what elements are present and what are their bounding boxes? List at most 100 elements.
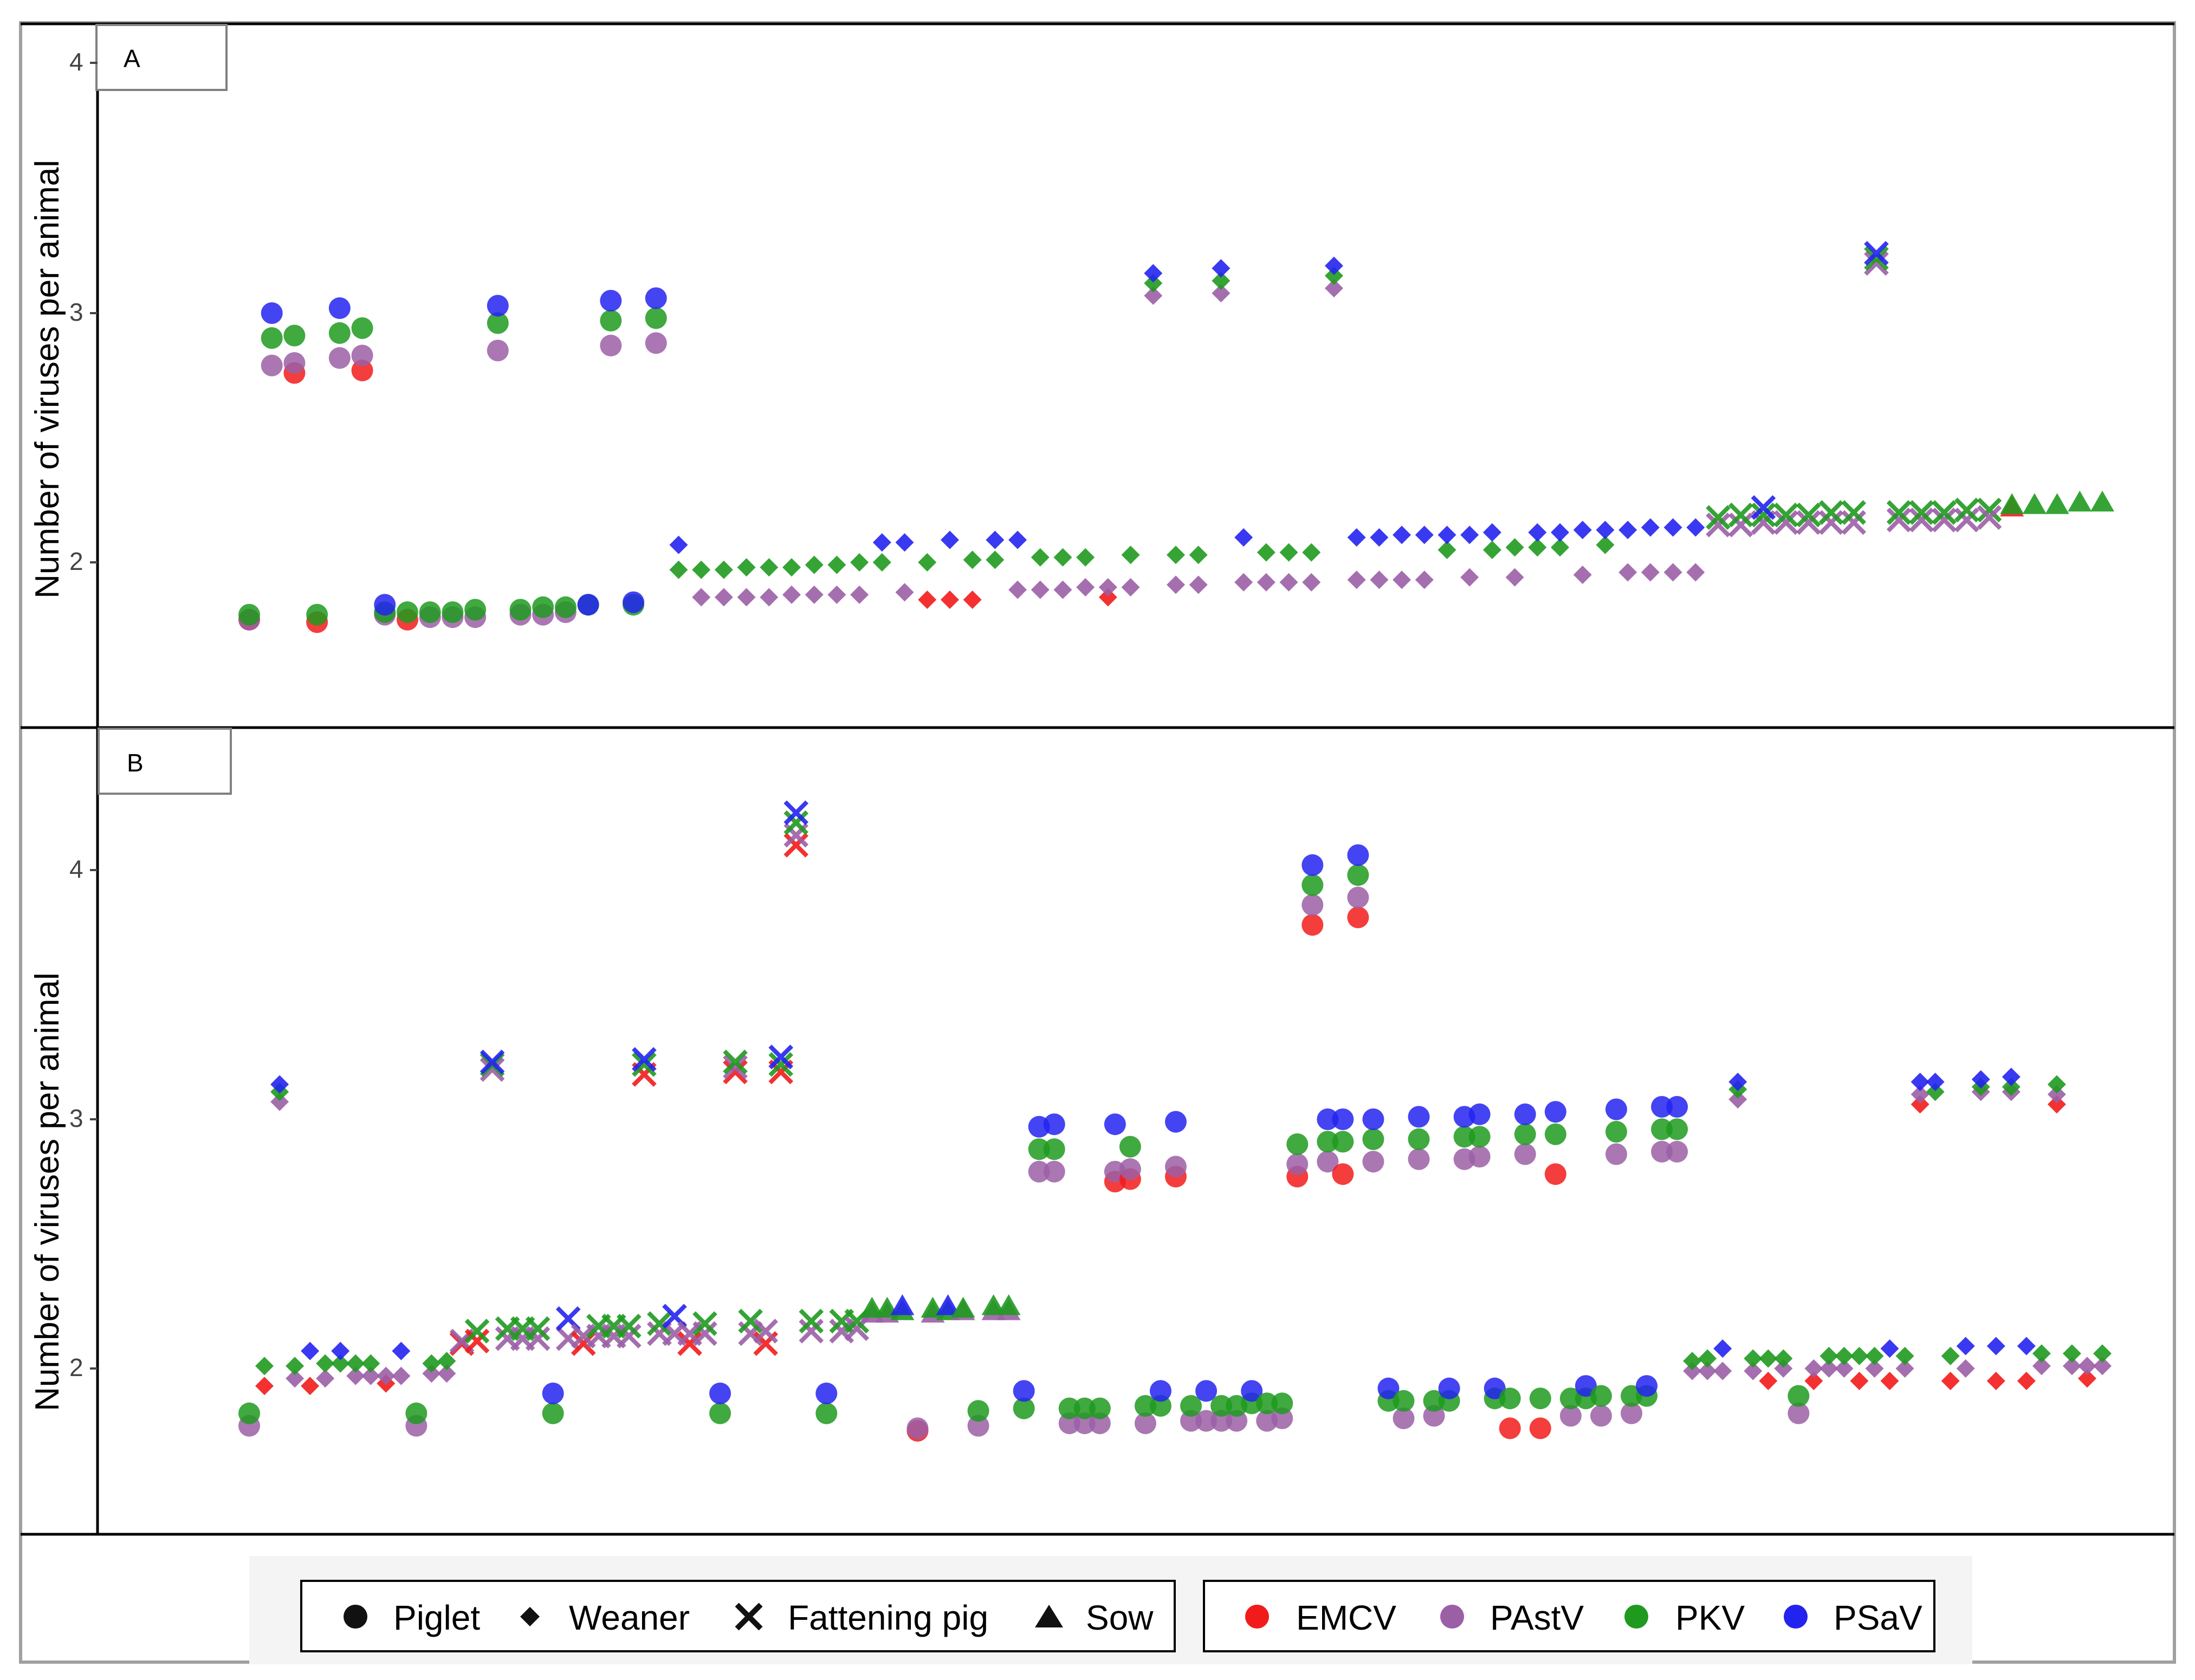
point-b-weaner-emcv (1804, 1372, 1823, 1390)
point-a-weaner-psav (1573, 521, 1592, 540)
point-a-weaner-emcv (940, 591, 959, 609)
point-a-fattening-pig-pastv (1841, 510, 1867, 535)
legend-color-box (1203, 1580, 1935, 1652)
point-b-piglet-pastv (1302, 894, 1324, 916)
point-b-piglet-pastv (1134, 1412, 1156, 1435)
point-b-fattening-pig-pkv (738, 1308, 763, 1334)
point-b-fattening-pig-pastv (723, 1054, 748, 1080)
point-b-weaner-pastv (437, 1364, 456, 1383)
point-b-piglet-pkv (1271, 1392, 1293, 1415)
point-a-piglet-pastv (645, 332, 667, 354)
point-b-fattening-pig-pkv (692, 1311, 717, 1337)
point-a-weaner-pastv (850, 585, 869, 604)
point-b-weaner-pastv (377, 1366, 396, 1385)
point-b-weaner-pkv (2032, 1344, 2051, 1363)
panel-a-y-axis-label: Number of viruses per animal (29, 160, 66, 599)
point-b-weaner-pkv (1895, 1347, 1914, 1365)
point-b-piglet-psav (1332, 1108, 1354, 1130)
point-b-piglet-psav (1013, 1380, 1035, 1402)
point-a-weaner-psav (1528, 523, 1547, 542)
point-b-weaner-pkv (1820, 1347, 1838, 1365)
point-b-piglet-pkv (1332, 1131, 1354, 1153)
point-a-weaner-pkv (1482, 541, 1501, 559)
point-a-weaner-psav (1686, 518, 1705, 537)
point-b-weaner-pastv (286, 1369, 305, 1388)
point-b-fattening-pig-psav (768, 1045, 793, 1069)
point-b-piglet-pastv (1058, 1412, 1080, 1435)
point-b-weaner-pkv (437, 1352, 456, 1371)
point-a-piglet-psav (487, 295, 509, 317)
point-b-piglet-pkv (1089, 1397, 1111, 1419)
point-b-weaner-emcv (1941, 1372, 1960, 1390)
point-b-piglet-emcv (1302, 914, 1324, 936)
point-a-weaner-pkv (986, 550, 1005, 569)
point-a-fattening-pig-pastv (1706, 513, 1731, 537)
point-a-weaner-pkv (760, 558, 779, 577)
point-b-piglet-pastv (1073, 1412, 1096, 1435)
point-a-weaner-psav (1438, 526, 1456, 544)
point-b-piglet-psav (1241, 1380, 1263, 1402)
point-b-piglet-pastv (1317, 1151, 1339, 1173)
point-a-fattening-pig-pastv (1909, 507, 1934, 533)
point-a-piglet-emcv (351, 359, 373, 381)
point-a-weaner-pkv (737, 558, 756, 577)
point-b-sow-pkv (981, 1294, 1006, 1315)
point-b-fattening-pig-pastv (480, 1057, 505, 1082)
point-b-piglet-pkv (1286, 1133, 1309, 1155)
point-b-piglet-psav (1347, 844, 1369, 866)
point-b-piglet-pkv (815, 1402, 838, 1424)
point-a-weaner-pkv (872, 553, 891, 572)
point-a-fattening-pig-pkv (1932, 500, 1957, 525)
point-a-fattening-pig-pastv (1728, 513, 1753, 537)
point-b-piglet-pkv (1393, 1390, 1415, 1412)
legend-fattening-cross-icon (735, 1603, 763, 1631)
point-a-piglet-pkv (261, 327, 283, 349)
point-b-piglet-psav (709, 1383, 731, 1404)
point-b-weaner-pastv (1895, 1359, 1914, 1378)
point-b-piglet-psav (1165, 1111, 1187, 1133)
point-b-weaner-psav (1728, 1073, 1747, 1091)
point-a-piglet-psav (328, 297, 351, 319)
point-b-piglet-pastv (1043, 1160, 1065, 1183)
point-a-weaner-pkv (692, 560, 711, 579)
point-b-piglet-pkv (542, 1402, 564, 1424)
point-a-weaner-pkv (1302, 543, 1321, 562)
point-a-weaner-pkv (1189, 546, 1208, 565)
point-a-weaner-pkv (782, 558, 801, 577)
point-b-weaner-pastv (422, 1364, 441, 1383)
point-b-fattening-pig-pastv (525, 1326, 551, 1351)
point-a-fattening-pig-psav (1751, 495, 1776, 520)
point-b-fattening-pig-pkv (525, 1316, 551, 1341)
point-b-piglet-pkv (1468, 1126, 1491, 1148)
point-b-piglet-pkv (967, 1400, 989, 1422)
point-b-fattening-pig-psav (784, 800, 809, 826)
point-a-piglet-pkv (600, 309, 622, 332)
point-b-piglet-psav (1408, 1106, 1430, 1128)
point-b-fattening-pig-emcv (723, 1059, 748, 1085)
point-b-weaner-pkv (2062, 1344, 2081, 1363)
point-b-sow-psav (890, 1294, 915, 1315)
point-b-piglet-pkv (1362, 1128, 1384, 1150)
point-a-weaner-pastv (1189, 575, 1208, 594)
point-b-piglet-pastv (1423, 1405, 1445, 1427)
point-b-piglet-psav (1104, 1113, 1126, 1136)
point-b-weaner-pastv (2077, 1357, 2096, 1376)
point-b-piglet-pkv (1788, 1385, 1810, 1407)
point-a-weaner-pkv (1505, 538, 1524, 557)
point-a-fattening-pig-pkv (1841, 500, 1867, 525)
point-a-weaner-pastv (1686, 563, 1705, 582)
point-a-fattening-pig-pkv (1954, 497, 1979, 523)
point-a-piglet-pkv (283, 325, 306, 347)
point-a-weaner-pastv (827, 585, 846, 604)
point-a-weaner-pastv (1053, 580, 1072, 599)
point-b-piglet-emcv (1347, 906, 1369, 929)
point-a-weaner-pkv (1031, 548, 1050, 567)
point-b-piglet-psav (1362, 1108, 1384, 1130)
panel-a-tick-4: 4 (69, 48, 83, 76)
point-b-weaner-pastv (1820, 1359, 1838, 1378)
point-b-piglet-pastv (1286, 1153, 1309, 1175)
point-b-piglet-psav (815, 1383, 838, 1404)
point-a-weaner-pastv (1641, 563, 1660, 582)
point-a-weaner-pkv (1212, 271, 1231, 290)
